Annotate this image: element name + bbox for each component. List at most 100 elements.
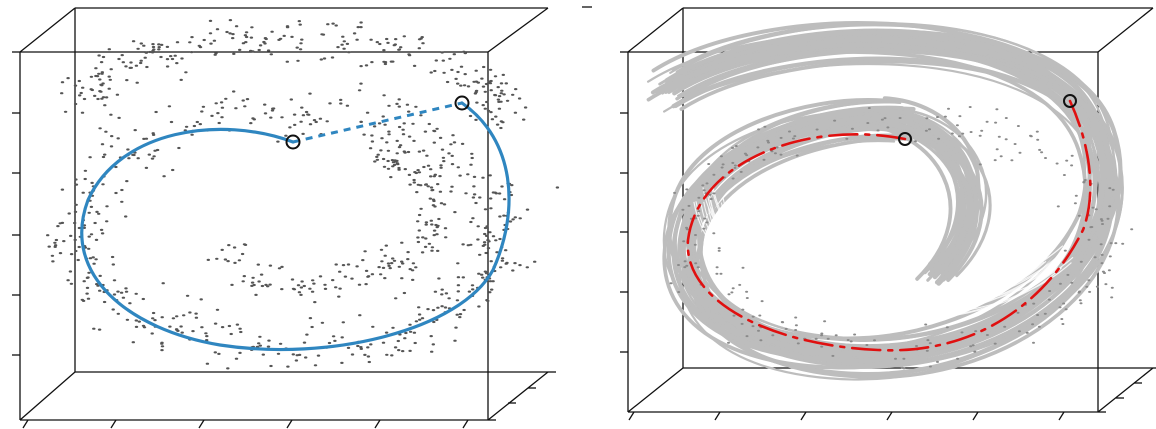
y-axis-ticks — [12, 51, 20, 356]
data-point — [430, 246, 435, 249]
data-point — [157, 43, 161, 46]
right-3d-plot — [582, 6, 1156, 421]
data-point — [413, 341, 417, 345]
data-point — [258, 344, 262, 347]
data-point — [141, 297, 145, 301]
data-point — [108, 78, 113, 81]
data-point — [220, 116, 224, 119]
data-point — [82, 97, 87, 101]
data-point — [89, 233, 94, 236]
data-point — [97, 328, 102, 331]
data-point — [702, 189, 706, 192]
data-point — [56, 225, 60, 228]
data-point — [703, 217, 707, 220]
data-point — [461, 243, 465, 246]
data-point — [1095, 285, 1099, 288]
data-point — [266, 49, 271, 52]
data-point — [66, 77, 70, 80]
box-top-right-edge — [1097, 7, 1154, 53]
data-point — [831, 354, 835, 357]
data-point — [263, 112, 268, 115]
data-point — [775, 146, 779, 149]
data-point — [180, 57, 184, 60]
data-point — [1070, 281, 1074, 284]
endpoint-marker-b — [454, 95, 470, 111]
data-point — [134, 325, 139, 328]
data-point — [402, 291, 407, 295]
data-point — [924, 323, 928, 326]
data-point — [498, 215, 502, 218]
data-point — [151, 45, 156, 49]
data-point — [470, 284, 475, 287]
data-point — [382, 165, 387, 168]
right-panel-3d-ribbon — [578, 0, 1156, 429]
data-point — [300, 38, 304, 41]
data-point — [1070, 164, 1074, 167]
data-point — [208, 19, 213, 22]
data-point — [392, 44, 396, 47]
data-point — [407, 53, 411, 56]
data-point — [432, 234, 436, 237]
data-point — [427, 122, 431, 126]
data-point — [1121, 242, 1125, 245]
data-point — [92, 262, 96, 265]
data-point — [432, 229, 437, 232]
data-point — [1047, 298, 1051, 301]
data-point — [137, 320, 141, 323]
data-point — [745, 154, 749, 157]
data-point — [356, 26, 360, 29]
data-point — [406, 251, 410, 254]
ribbon-strand — [663, 63, 1102, 381]
data-point — [696, 266, 700, 269]
data-point — [367, 360, 371, 364]
data-point — [1108, 255, 1112, 258]
data-point — [184, 125, 189, 128]
data-point — [184, 71, 188, 74]
data-point — [232, 246, 237, 249]
data-point — [502, 93, 506, 96]
data-point — [87, 247, 91, 250]
data-point — [127, 157, 131, 160]
data-point — [456, 276, 461, 279]
data-point — [244, 35, 249, 39]
data-point — [91, 256, 95, 259]
data-point — [276, 140, 280, 143]
data-point — [278, 342, 283, 345]
data-point — [170, 57, 175, 61]
data-point — [936, 116, 939, 118]
data-point — [438, 136, 443, 139]
data-point — [175, 62, 179, 65]
data-point — [53, 241, 57, 244]
data-point — [363, 250, 367, 253]
data-point — [364, 269, 369, 272]
data-point — [396, 339, 400, 343]
data-point — [1104, 283, 1108, 286]
data-point — [339, 98, 343, 101]
ribbon-highlight-strand — [711, 186, 1063, 300]
data-point — [417, 213, 422, 217]
data-point — [488, 68, 493, 71]
data-point — [290, 278, 295, 281]
data-point — [307, 113, 311, 116]
data-point — [379, 248, 384, 251]
data-point — [499, 82, 504, 85]
data-point — [266, 285, 270, 288]
data-point — [386, 41, 390, 45]
data-point — [383, 277, 387, 280]
data-point — [513, 111, 518, 114]
data-point — [83, 169, 88, 172]
data-point — [408, 183, 412, 186]
data-point — [483, 232, 487, 236]
data-point — [873, 339, 876, 342]
data-point — [471, 196, 476, 199]
data-point — [241, 280, 245, 283]
data-point — [757, 128, 761, 131]
x-tick — [374, 419, 381, 429]
data-point — [115, 93, 120, 96]
y-axis-ticks — [620, 51, 628, 353]
data-point — [493, 94, 498, 97]
data-point — [124, 215, 128, 218]
data-point — [730, 291, 734, 294]
data-point — [471, 217, 475, 220]
data-point — [407, 135, 412, 138]
